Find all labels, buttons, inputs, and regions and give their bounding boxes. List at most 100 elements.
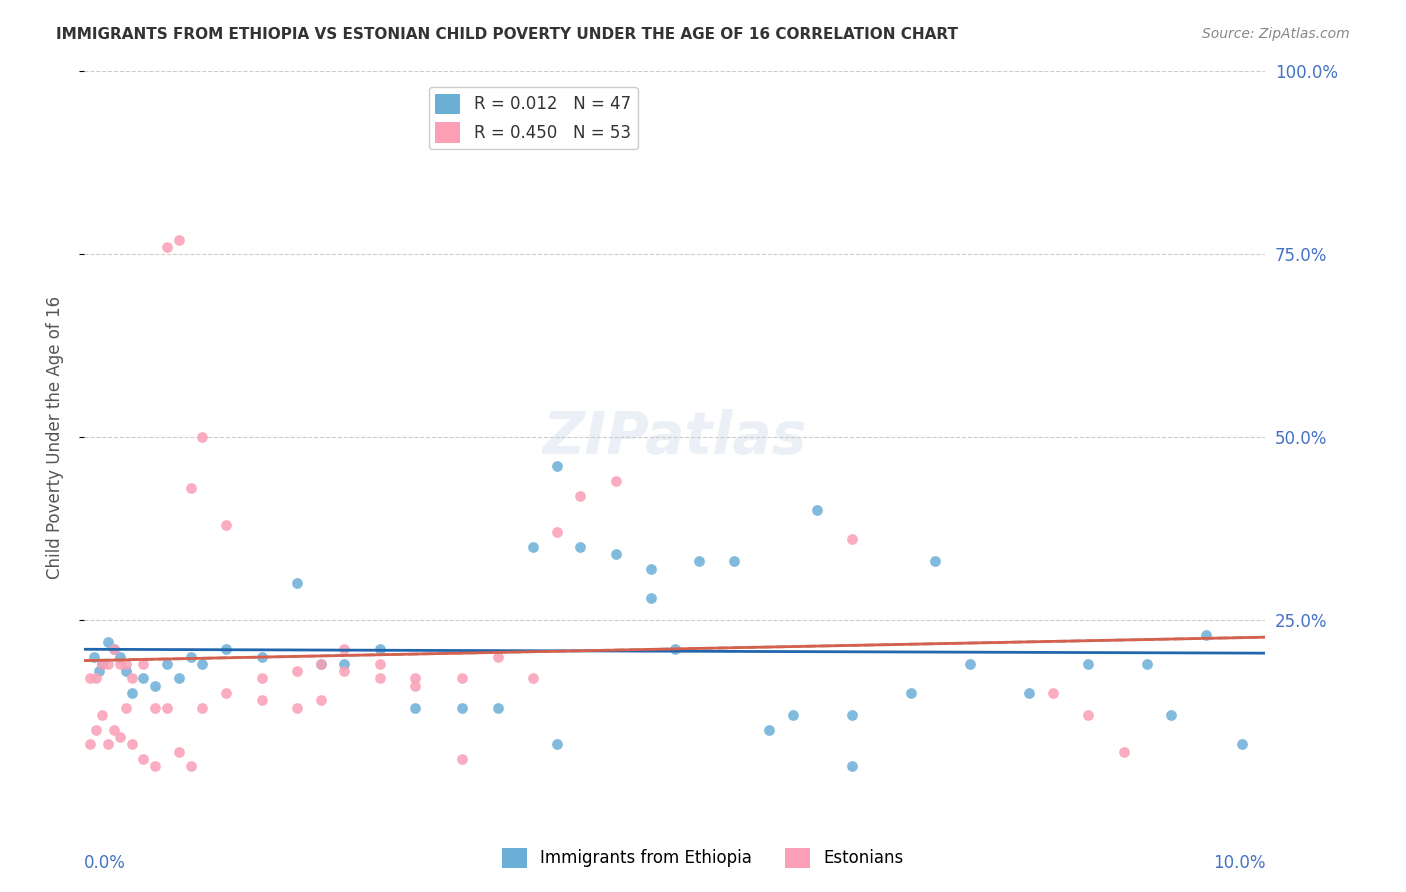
- Point: [91, 708, 114, 723]
- Point: [91, 657, 114, 671]
- Point: [132, 672, 155, 686]
- Point: [87, 664, 110, 678]
- Point: [121, 737, 143, 751]
- Point: [758, 723, 780, 737]
- Point: [114, 657, 136, 671]
- Point: [546, 737, 568, 751]
- Point: [404, 700, 426, 714]
- Point: [640, 562, 662, 576]
- Point: [156, 700, 179, 714]
- Point: [250, 649, 273, 664]
- Point: [664, 642, 686, 657]
- Point: [191, 700, 214, 714]
- Point: [404, 672, 426, 686]
- Text: IMMIGRANTS FROM ETHIOPIA VS ESTONIAN CHILD POVERTY UNDER THE AGE OF 16 CORRELATI: IMMIGRANTS FROM ETHIOPIA VS ESTONIAN CHI…: [56, 27, 959, 42]
- Text: 0.0%: 0.0%: [84, 854, 127, 872]
- Point: [522, 672, 544, 686]
- Point: [103, 642, 125, 657]
- Point: [486, 649, 509, 664]
- Point: [215, 517, 238, 532]
- Point: [841, 708, 863, 723]
- Point: [97, 737, 120, 751]
- Point: [103, 723, 125, 737]
- Point: [1112, 745, 1135, 759]
- Point: [79, 672, 101, 686]
- Point: [569, 540, 592, 554]
- Point: [333, 664, 356, 678]
- Point: [1018, 686, 1040, 700]
- Point: [250, 672, 273, 686]
- Point: [723, 554, 745, 568]
- Point: [215, 686, 238, 700]
- Point: [451, 752, 474, 766]
- Point: [404, 679, 426, 693]
- Point: [132, 752, 155, 766]
- Point: [924, 554, 946, 568]
- Point: [368, 657, 391, 671]
- Point: [103, 642, 125, 657]
- Point: [309, 657, 332, 671]
- Point: [1042, 686, 1064, 700]
- Point: [97, 635, 120, 649]
- Text: ZIPatlas: ZIPatlas: [543, 409, 807, 466]
- Point: [841, 759, 863, 773]
- Point: [191, 657, 214, 671]
- Point: [688, 554, 710, 568]
- Point: [546, 525, 568, 540]
- Point: [167, 672, 190, 686]
- Point: [180, 649, 202, 664]
- Point: [167, 233, 190, 247]
- Point: [180, 759, 202, 773]
- Point: [84, 672, 107, 686]
- Point: [143, 679, 166, 693]
- Point: [640, 591, 662, 605]
- Point: [900, 686, 922, 700]
- Point: [309, 657, 332, 671]
- Point: [285, 700, 308, 714]
- Point: [285, 576, 308, 591]
- Point: [114, 664, 136, 678]
- Legend: R = 0.012   N = 47, R = 0.450   N = 53: R = 0.012 N = 47, R = 0.450 N = 53: [429, 87, 637, 149]
- Point: [782, 708, 804, 723]
- Point: [108, 657, 131, 671]
- Point: [546, 459, 568, 474]
- Point: [79, 737, 101, 751]
- Point: [83, 649, 105, 664]
- Point: [333, 642, 356, 657]
- Point: [250, 693, 273, 707]
- Point: [959, 657, 981, 671]
- Point: [605, 474, 627, 488]
- Point: [180, 481, 202, 495]
- Y-axis label: Child Poverty Under the Age of 16: Child Poverty Under the Age of 16: [45, 295, 63, 579]
- Point: [569, 489, 592, 503]
- Point: [156, 240, 179, 254]
- Point: [841, 533, 863, 547]
- Point: [368, 672, 391, 686]
- Legend: Immigrants from Ethiopia, Estonians: Immigrants from Ethiopia, Estonians: [495, 841, 911, 875]
- Point: [97, 657, 120, 671]
- Point: [368, 642, 391, 657]
- Point: [806, 503, 828, 517]
- Text: Source: ZipAtlas.com: Source: ZipAtlas.com: [1202, 27, 1350, 41]
- Point: [1136, 657, 1159, 671]
- Point: [143, 759, 166, 773]
- Point: [1160, 708, 1182, 723]
- Point: [132, 657, 155, 671]
- Point: [167, 745, 190, 759]
- Point: [84, 723, 107, 737]
- Point: [114, 700, 136, 714]
- Point: [486, 700, 509, 714]
- Point: [451, 672, 474, 686]
- Point: [1195, 627, 1218, 641]
- Point: [143, 700, 166, 714]
- Point: [1077, 708, 1099, 723]
- Point: [1230, 737, 1253, 751]
- Point: [215, 642, 238, 657]
- Point: [1077, 657, 1099, 671]
- Point: [451, 700, 474, 714]
- Point: [91, 657, 114, 671]
- Point: [191, 430, 214, 444]
- Point: [285, 664, 308, 678]
- Point: [121, 672, 143, 686]
- Point: [108, 649, 131, 664]
